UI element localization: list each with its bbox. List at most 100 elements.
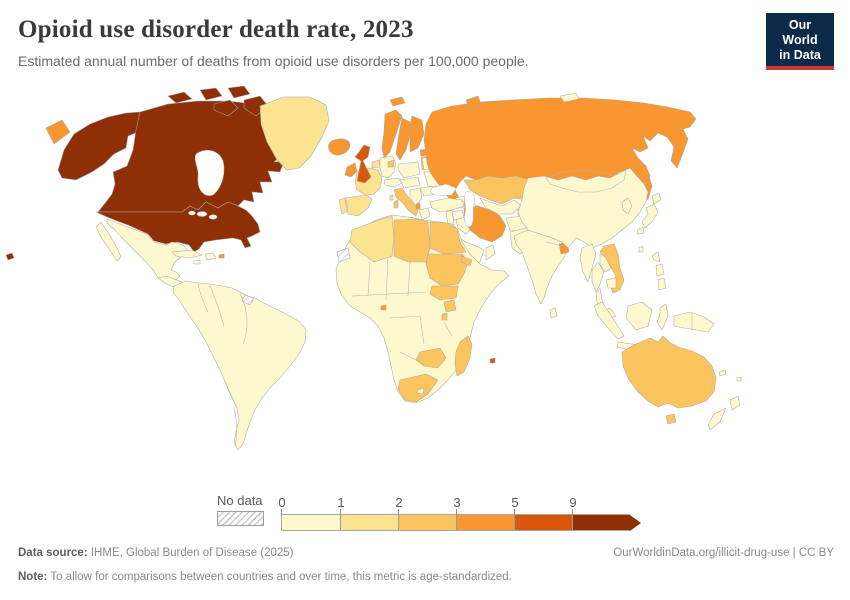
- country-new-zealand-north[interactable]: [729, 395, 741, 411]
- country-ireland[interactable]: [344, 162, 358, 178]
- owid-logo[interactable]: Our World in Data: [766, 13, 834, 71]
- chart-footer: Data source: IHME, Global Burden of Dise…: [18, 545, 834, 585]
- country-sardinia[interactable]: [393, 199, 399, 209]
- country-japan-hokkaido[interactable]: [651, 192, 662, 205]
- legend-segment[interactable]: 9: [569, 495, 630, 530]
- country-poland[interactable]: [397, 161, 421, 179]
- country-norway[interactable]: [381, 109, 403, 159]
- legend-no-data[interactable]: No data: [217, 493, 264, 526]
- country-greenland[interactable]: [259, 96, 330, 171]
- country-alaska[interactable]: [57, 111, 141, 181]
- country-vietnam[interactable]: [599, 243, 625, 294]
- country-cuba[interactable]: [171, 249, 203, 259]
- chart-subtitle: Estimated annual number of deaths from o…: [18, 53, 529, 69]
- country-korea[interactable]: [621, 197, 633, 215]
- country-jamaica[interactable]: [193, 259, 201, 265]
- country-united-states[interactable]: [95, 201, 261, 253]
- legend-tick-label: 2: [395, 495, 403, 510]
- country-tasmania[interactable]: [665, 413, 677, 425]
- legend-tick-label: 0: [278, 495, 286, 510]
- data-source-text: IHME, Global Burden of Disease (2025): [87, 547, 294, 559]
- country-iceland[interactable]: [328, 138, 351, 156]
- country-egypt[interactable]: [429, 221, 467, 255]
- no-data-swatch: [217, 511, 264, 526]
- arctic-island[interactable]: [199, 87, 223, 101]
- country-equatorial-guinea[interactable]: [380, 304, 387, 311]
- region-alpine[interactable]: [383, 177, 403, 188]
- country-south-sudan[interactable]: [429, 285, 459, 301]
- country-borneo[interactable]: [625, 301, 653, 331]
- country-new-caledonia[interactable]: [718, 369, 727, 377]
- region-rwanda-burundi[interactable]: [441, 312, 448, 321]
- legend-segment[interactable]: 3: [453, 495, 514, 530]
- country-hawaii[interactable]: [5, 252, 15, 261]
- country-mexico[interactable]: [106, 218, 190, 284]
- country-albania[interactable]: [415, 202, 421, 210]
- arctic-island[interactable]: [167, 91, 193, 104]
- country-new-zealand-south[interactable]: [707, 407, 727, 431]
- country-chukotka-west[interactable]: [45, 119, 71, 145]
- country-algeria[interactable]: [349, 215, 395, 263]
- owid-logo-accent-bar: [766, 66, 834, 71]
- country-sumatra[interactable]: [593, 301, 625, 340]
- country-portugal[interactable]: [338, 197, 348, 215]
- region-central-europe[interactable]: [399, 176, 421, 189]
- country-china[interactable]: [517, 167, 649, 249]
- country-novaya-zemlya[interactable]: [465, 95, 482, 111]
- country-svalbard[interactable]: [389, 96, 406, 107]
- country-denmark[interactable]: [387, 159, 395, 168]
- country-turkey[interactable]: [429, 197, 465, 213]
- country-hispaniola[interactable]: [204, 252, 217, 261]
- owid-link[interactable]: OurWorldinData.org/illicit-drug-use | CC…: [613, 547, 834, 559]
- country-myanmar[interactable]: [579, 243, 597, 283]
- country-greece[interactable]: [418, 207, 431, 221]
- legend-segment[interactable]: 5: [511, 495, 572, 530]
- country-cambodia[interactable]: [605, 277, 617, 289]
- country-australia[interactable]: [621, 335, 717, 409]
- legend-segment[interactable]: 0: [278, 495, 340, 530]
- country-finland[interactable]: [409, 115, 425, 153]
- caspian-sea: [464, 191, 475, 227]
- country-oman[interactable]: [485, 244, 496, 261]
- country-philippines[interactable]: [651, 251, 661, 263]
- country-corsica[interactable]: [389, 194, 394, 201]
- country-sulawesi[interactable]: [656, 303, 669, 331]
- country-sri-lanka[interactable]: [549, 307, 558, 319]
- country-philippines[interactable]: [655, 263, 665, 277]
- country-french-guiana[interactable]: [241, 294, 255, 306]
- country-united-kingdom[interactable]: [354, 144, 372, 184]
- legend-segment[interactable]: 1: [337, 495, 398, 530]
- country-spain[interactable]: [344, 194, 373, 217]
- region-benelux[interactable]: [371, 159, 381, 169]
- country-japan-kyushu[interactable]: [636, 226, 645, 235]
- country-south-africa[interactable]: [397, 373, 439, 403]
- country-philippines[interactable]: [657, 277, 667, 291]
- country-lesotho[interactable]: [416, 387, 425, 395]
- country-russia[interactable]: [423, 97, 697, 206]
- country-fiji[interactable]: [736, 376, 742, 382]
- country-uganda[interactable]: [443, 299, 457, 313]
- country-italy[interactable]: [393, 187, 419, 217]
- country-libya[interactable]: [393, 218, 431, 263]
- country-mauritius[interactable]: [489, 357, 496, 364]
- country-taiwan[interactable]: [638, 245, 644, 253]
- country-japan-honshu[interactable]: [641, 203, 659, 229]
- country-madagascar[interactable]: [454, 335, 473, 377]
- legend-segment[interactable]: 2: [395, 495, 456, 530]
- data-source-line: Data source: IHME, Global Burden of Dise…: [18, 545, 294, 562]
- region-levant[interactable]: [445, 209, 455, 227]
- country-severnaya-zemlya[interactable]: [559, 92, 580, 103]
- country-western-sahara[interactable]: [336, 247, 351, 263]
- arctic-island[interactable]: [213, 99, 239, 117]
- continent-south-america[interactable]: [172, 280, 307, 451]
- arctic-island[interactable]: [227, 85, 251, 99]
- hudson-bay: [194, 149, 225, 196]
- legend-scale-wrap: 0 1 2 3 5 9: [278, 495, 641, 531]
- country-new-guinea[interactable]: [673, 311, 715, 333]
- country-baja-california[interactable]: [95, 221, 122, 262]
- country-eritrea[interactable]: [461, 255, 473, 267]
- country-thailand[interactable]: [591, 261, 605, 293]
- region-balkans[interactable]: [409, 187, 423, 207]
- country-puerto-rico[interactable]: [218, 253, 225, 259]
